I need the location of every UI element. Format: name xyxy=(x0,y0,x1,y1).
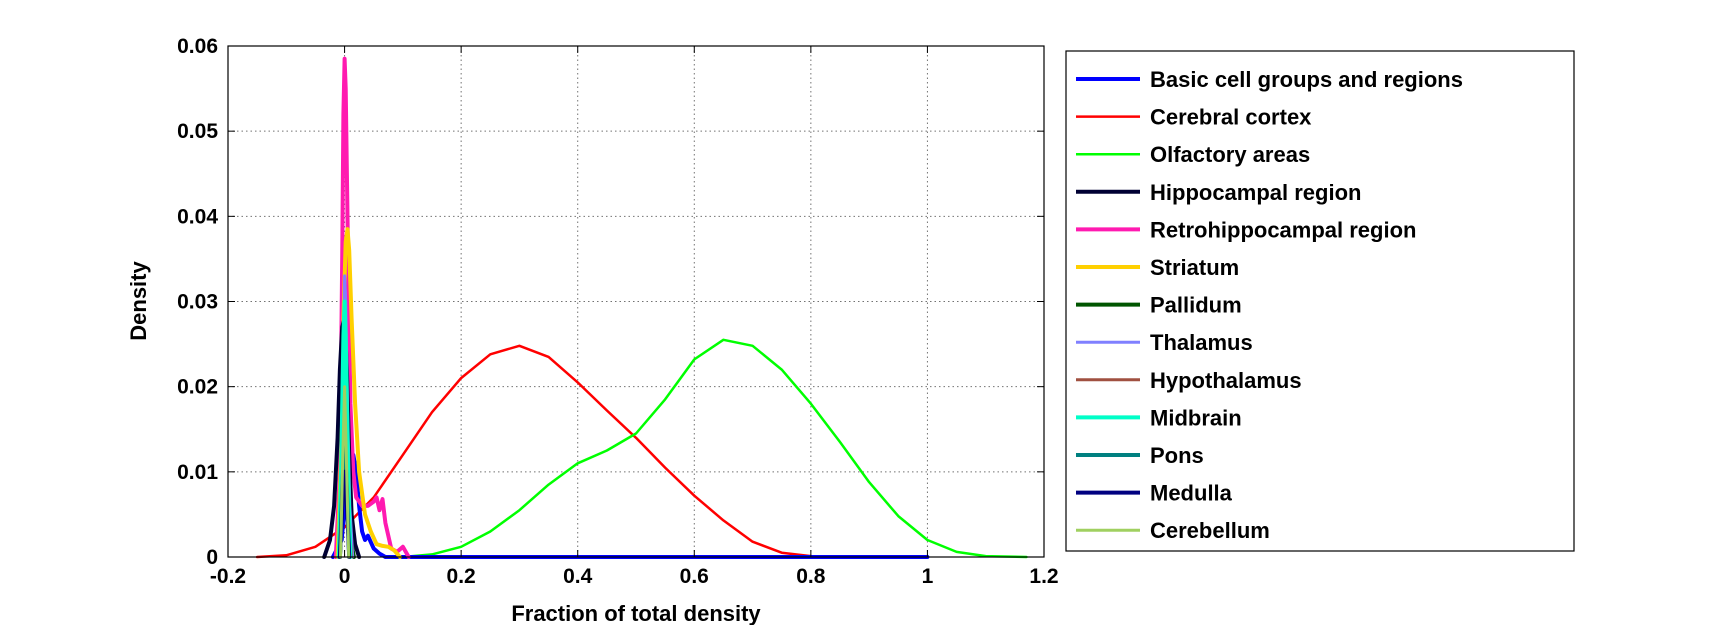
legend-label: Medulla xyxy=(1150,481,1233,506)
y-axis-ticks: 0 0.01 0.02 0.03 0.04 0.05 0.06 xyxy=(177,35,1044,569)
legend-label: Midbrain xyxy=(1150,405,1242,430)
series-line-cerebellum xyxy=(339,385,351,559)
series-line-cerebral-cortex xyxy=(255,344,842,559)
legend-label: Striatum xyxy=(1150,255,1239,280)
y-tick-label: 0.01 xyxy=(177,461,218,484)
legend: Basic cell groups and regions Cerebral co… xyxy=(1065,50,1575,552)
x-tick-label: 0.6 xyxy=(680,565,709,588)
legend-label: Basic cell groups and regions xyxy=(1150,67,1463,92)
x-tick-label: 0.2 xyxy=(447,565,476,588)
legend-label: Olfactory areas xyxy=(1150,142,1310,167)
x-tick-label: 0 xyxy=(339,565,351,588)
y-tick-label: 0.05 xyxy=(177,120,218,143)
legend-label: Cerebellum xyxy=(1150,518,1270,543)
series-line-olfactory-areas xyxy=(401,338,1028,559)
x-tick-label: 0.4 xyxy=(563,565,593,588)
legend-label: Hypothalamus xyxy=(1150,368,1302,393)
y-tick-label: 0 xyxy=(206,546,218,569)
y-axis-title: Density xyxy=(126,261,151,341)
y-tick-label: 0.06 xyxy=(177,35,218,58)
grid xyxy=(228,46,1044,557)
legend-items: Basic cell groups and regions Cerebral co… xyxy=(1076,67,1463,543)
series-lines xyxy=(255,56,1028,559)
legend-label: Pallidum xyxy=(1150,293,1242,318)
legend-label: Pons xyxy=(1150,443,1204,468)
legend-label: Thalamus xyxy=(1150,330,1253,355)
x-tick-label: 1 xyxy=(922,565,934,588)
y-tick-label: 0.04 xyxy=(177,205,218,228)
x-tick-label: 1.2 xyxy=(1029,565,1058,588)
y-tick-label: 0.02 xyxy=(177,376,218,399)
x-axis-ticks: -0.2 0 0.2 0.4 0.6 0.8 1 1.2 xyxy=(210,46,1059,588)
y-tick-label: 0.03 xyxy=(177,291,218,314)
legend-label: Hippocampal region xyxy=(1150,180,1361,205)
legend-label: Retrohippocampal region xyxy=(1150,217,1416,242)
legend-label: Cerebral cortex xyxy=(1150,105,1312,130)
legend-box xyxy=(1065,50,1575,552)
x-tick-label: -0.2 xyxy=(210,565,246,588)
x-tick-label: 0.8 xyxy=(796,565,826,588)
x-axis-title: Fraction of total density xyxy=(511,601,761,625)
